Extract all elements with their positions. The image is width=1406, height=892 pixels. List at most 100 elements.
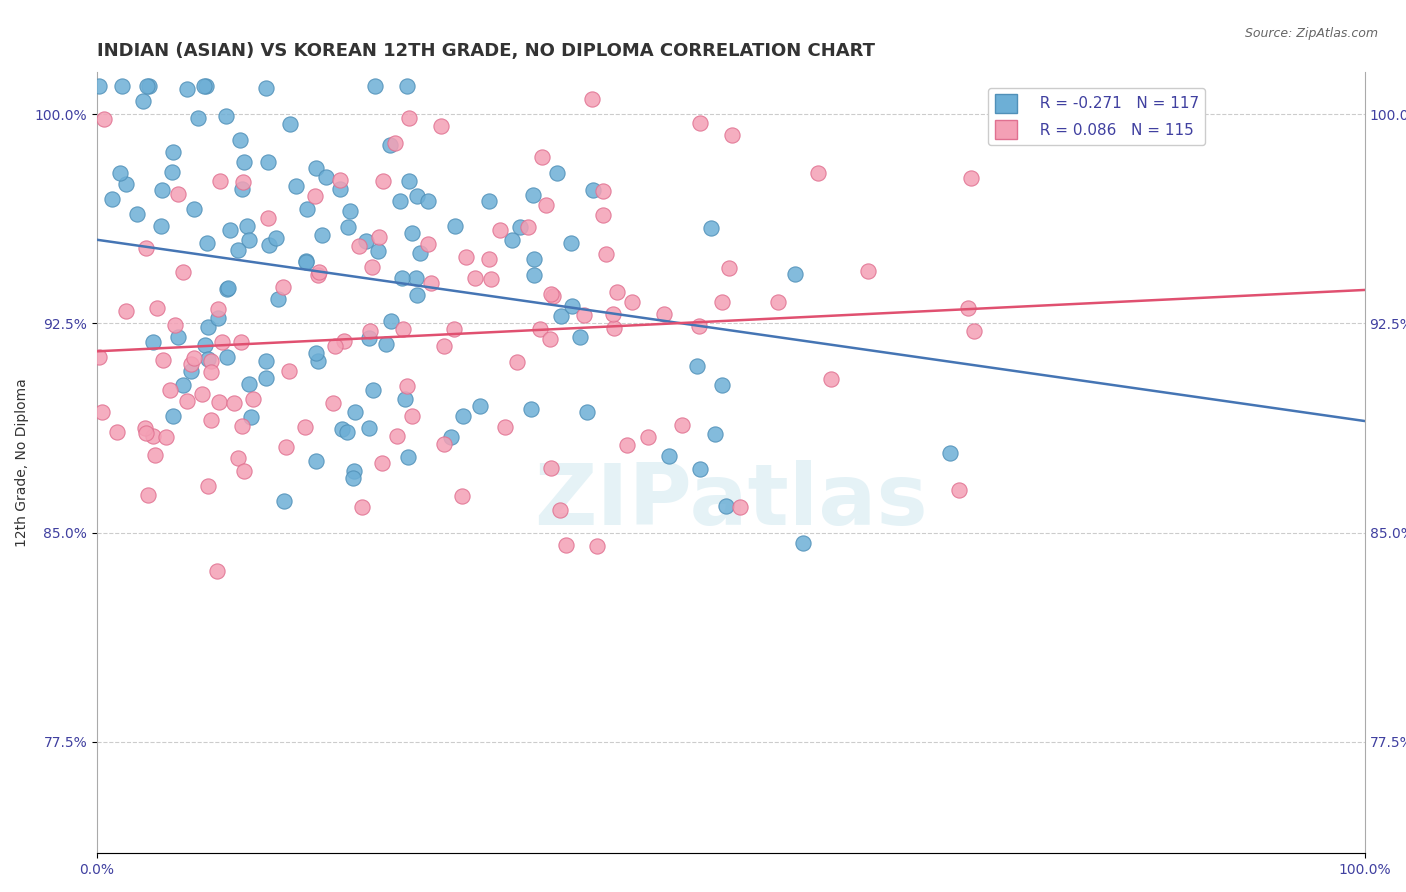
Koreans [718,260,741,275]
Koreans [464,271,486,285]
Koreans [711,294,734,309]
Indians (Asian) [398,173,420,187]
Indians (Asian) [389,194,412,209]
Koreans [308,265,330,279]
Koreans [200,354,222,368]
Indians (Asian) [162,409,184,424]
Indians (Asian) [311,227,333,242]
Indians (Asian) [142,335,165,350]
Koreans [276,440,298,454]
Indians (Asian) [167,329,190,343]
Indians (Asian) [235,219,257,234]
Koreans [367,230,389,244]
Koreans [226,450,249,465]
Koreans [505,354,527,368]
Indians (Asian) [783,267,806,281]
Indians (Asian) [792,536,814,550]
Indians (Asian) [938,446,960,460]
Indians (Asian) [380,138,402,153]
Text: INDIAN (ASIAN) VS KOREAN 12TH GRADE, NO DIPLOMA CORRELATION CHART: INDIAN (ASIAN) VS KOREAN 12TH GRADE, NO … [97,42,875,60]
Koreans [328,173,350,187]
Indians (Asian) [367,244,389,258]
Indians (Asian) [215,109,238,123]
Koreans [540,460,562,475]
Indians (Asian) [409,246,432,260]
Indians (Asian) [273,494,295,508]
Koreans [136,488,159,502]
Koreans [585,539,607,553]
Indians (Asian) [396,79,419,94]
Indians (Asian) [295,202,318,217]
Indians (Asian) [686,359,709,373]
Koreans [180,357,202,371]
Koreans [347,239,370,253]
Indians (Asian) [522,268,544,283]
Koreans [134,421,156,435]
Text: Source: ZipAtlas.com: Source: ZipAtlas.com [1244,27,1378,40]
Indians (Asian) [131,94,153,108]
Koreans [429,120,451,134]
Koreans [229,334,252,349]
Koreans [87,350,110,364]
Indians (Asian) [215,350,238,364]
Koreans [671,418,693,433]
Indians (Asian) [337,220,360,235]
Koreans [555,538,578,552]
Koreans [443,322,465,336]
Indians (Asian) [197,351,219,366]
Koreans [197,479,219,493]
Koreans [420,276,443,290]
Indians (Asian) [231,182,253,196]
Indians (Asian) [315,170,337,185]
Koreans [165,318,187,332]
Indians (Asian) [305,454,328,468]
Indians (Asian) [575,405,598,419]
Koreans [207,394,229,409]
Indians (Asian) [342,471,364,485]
Indians (Asian) [266,231,288,245]
Koreans [322,396,344,410]
Indians (Asian) [704,427,727,442]
Indians (Asian) [87,79,110,94]
Indians (Asian) [561,299,583,313]
Koreans [370,456,392,470]
Indians (Asian) [101,192,124,206]
Indians (Asian) [232,155,254,169]
Indians (Asian) [689,462,711,476]
Indians (Asian) [361,383,384,397]
Indians (Asian) [259,238,281,252]
Indians (Asian) [440,430,463,444]
Indians (Asian) [254,371,277,385]
Indians (Asian) [149,219,172,233]
Koreans [396,379,419,393]
Indians (Asian) [193,79,215,94]
Koreans [602,307,624,321]
Koreans [384,136,406,150]
Indians (Asian) [136,79,159,94]
Koreans [807,166,830,180]
Indians (Asian) [226,243,249,257]
Indians (Asian) [375,337,398,351]
Koreans [728,500,751,514]
Indians (Asian) [194,338,217,352]
Koreans [231,419,253,434]
Koreans [963,325,986,339]
Koreans [959,170,981,185]
Koreans [416,237,439,252]
Koreans [637,430,659,444]
Indians (Asian) [444,219,467,234]
Koreans [456,251,478,265]
Koreans [530,150,553,164]
Koreans [361,260,384,274]
Indians (Asian) [138,79,160,94]
Indians (Asian) [176,81,198,95]
Indians (Asian) [470,399,492,413]
Koreans [371,174,394,188]
Koreans [191,387,214,401]
Indians (Asian) [183,202,205,216]
Indians (Asian) [114,178,136,192]
Indians (Asian) [254,80,277,95]
Koreans [574,309,596,323]
Koreans [540,287,562,301]
Koreans [114,304,136,318]
